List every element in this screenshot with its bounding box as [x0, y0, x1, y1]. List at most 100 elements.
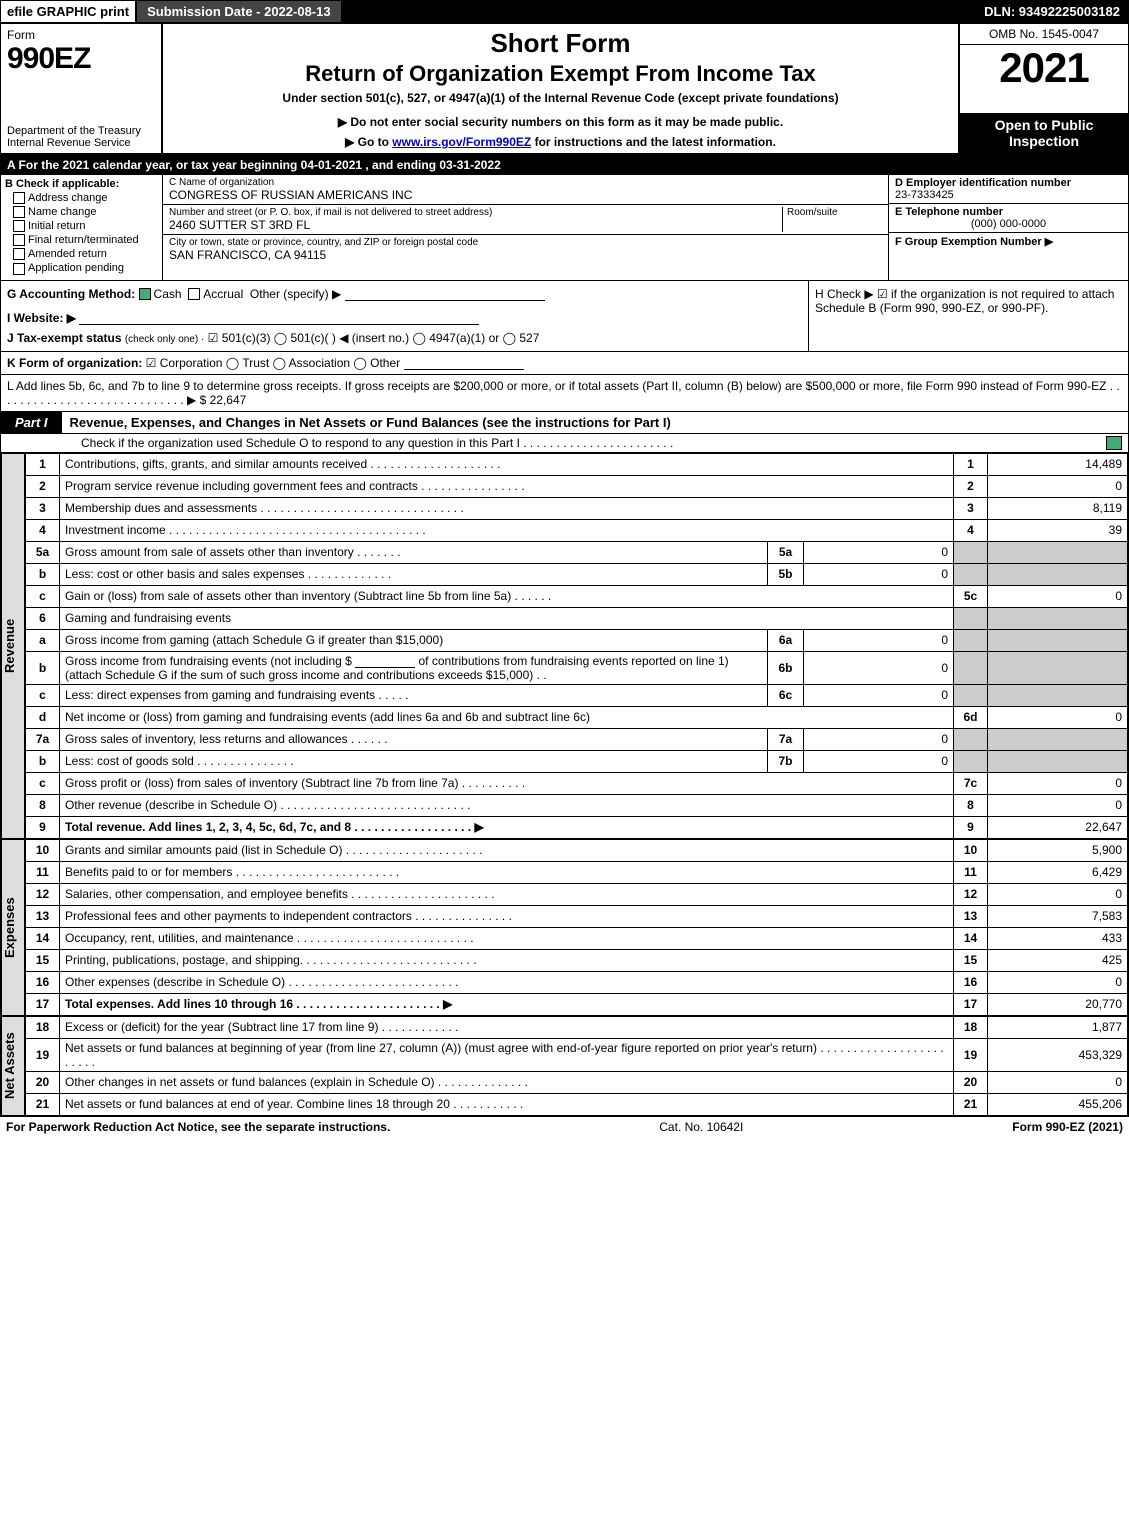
check-label: Amended return: [28, 248, 107, 260]
part1-subtitle-row: Check if the organization used Schedule …: [1, 434, 1128, 453]
grey-cell: [954, 684, 988, 706]
line-num: 14: [26, 927, 60, 949]
section-f: F Group Exemption Number ▶: [889, 233, 1128, 280]
section-h: H Check ▶ ☑ if the organization is not r…: [808, 281, 1128, 351]
part1-schedule-o-checkbox[interactable]: [1106, 436, 1122, 450]
topbar: efile GRAPHIC print Submission Date - 20…: [1, 1, 1128, 24]
check-amended-return[interactable]: Amended return: [13, 248, 158, 260]
expenses-vtab: Expenses: [1, 839, 25, 1016]
checkbox-icon: [13, 234, 25, 246]
sub-label: 6c: [768, 684, 804, 706]
line-num: 13: [26, 905, 60, 927]
line-desc: Excess or (deficit) for the year (Subtra…: [60, 1016, 954, 1038]
line-num: 5a: [26, 541, 60, 563]
do-not-enter: ▶ Do not enter social security numbers o…: [171, 115, 950, 129]
grey-cell: [988, 541, 1128, 563]
line-amt: 5,900: [988, 839, 1128, 861]
sub-value: 0: [804, 750, 954, 772]
line-col: 11: [954, 861, 988, 883]
line-num: 17: [26, 993, 60, 1015]
line-desc: Gross sales of inventory, less returns a…: [60, 728, 768, 750]
check-application-pending[interactable]: Application pending: [13, 262, 158, 274]
line-desc: Program service revenue including govern…: [60, 475, 954, 497]
line-6b: bGross income from fundraising events (n…: [26, 651, 1128, 684]
k-label: K Form of organization:: [7, 356, 142, 370]
line-amt: 39: [988, 519, 1128, 541]
line-amt: 8,119: [988, 497, 1128, 519]
city-label: City or town, state or province, country…: [169, 237, 882, 248]
efile-graphic-print[interactable]: efile GRAPHIC print: [1, 1, 137, 22]
line-14: 14Occupancy, rent, utilities, and mainte…: [26, 927, 1128, 949]
check-label: Address change: [28, 192, 108, 204]
grey-cell: [988, 750, 1128, 772]
line-12: 12Salaries, other compensation, and empl…: [26, 883, 1128, 905]
line-8: 8Other revenue (describe in Schedule O) …: [26, 794, 1128, 816]
netassets-table: 18Excess or (deficit) for the year (Subt…: [25, 1016, 1128, 1116]
revenue-vtab: Revenue: [1, 453, 25, 839]
line-desc: Occupancy, rent, utilities, and maintena…: [60, 927, 954, 949]
footer-left: For Paperwork Reduction Act Notice, see …: [6, 1120, 390, 1134]
tax-year: 2021: [960, 45, 1128, 93]
l-amount: 22,647: [210, 393, 247, 407]
g-other-field[interactable]: [345, 287, 545, 301]
line-col: 12: [954, 883, 988, 905]
grey-cell: [988, 563, 1128, 585]
line-15: 15Printing, publications, postage, and s…: [26, 949, 1128, 971]
f-label: F Group Exemption Number ▶: [895, 236, 1053, 248]
check-initial-return[interactable]: Initial return: [13, 220, 158, 232]
line-col: 7c: [954, 772, 988, 794]
k-other-field[interactable]: [404, 356, 524, 370]
line-desc: Grants and similar amounts paid (list in…: [60, 839, 954, 861]
line-num: 21: [26, 1093, 60, 1115]
website-field[interactable]: [79, 311, 479, 325]
line-desc: Less: cost or other basis and sales expe…: [60, 563, 768, 585]
j-note: (check only one) ·: [125, 334, 204, 345]
c-name-label: C Name of organization: [169, 177, 882, 188]
line-num: 19: [26, 1038, 60, 1071]
part1-label: Part I: [1, 412, 62, 433]
line-desc: Gross amount from sale of assets other t…: [60, 541, 768, 563]
city-value: SAN FRANCISCO, CA 94115: [169, 248, 882, 262]
i-label: I Website: ▶: [7, 311, 76, 325]
check-name-change[interactable]: Name change: [13, 206, 158, 218]
line-5c: cGain or (loss) from sale of assets othe…: [26, 585, 1128, 607]
line-num: c: [26, 684, 60, 706]
line-num: 9: [26, 816, 60, 838]
sub-value: 0: [804, 563, 954, 585]
checkbox-cash[interactable]: [139, 288, 151, 300]
line-num: 18: [26, 1016, 60, 1038]
footer-cat-no: Cat. No. 10642I: [659, 1120, 743, 1134]
line-20: 20Other changes in net assets or fund ba…: [26, 1071, 1128, 1093]
contrib-blank[interactable]: [355, 654, 415, 668]
line-11: 11Benefits paid to or for members . . . …: [26, 861, 1128, 883]
g-other: Other (specify) ▶: [250, 287, 341, 301]
check-address-change[interactable]: Address change: [13, 192, 158, 204]
short-form-title: Short Form: [171, 28, 950, 59]
line-num: b: [26, 750, 60, 772]
line-6a: aGross income from gaming (attach Schedu…: [26, 629, 1128, 651]
line-amt: 0: [988, 585, 1128, 607]
part1-title: Revenue, Expenses, and Changes in Net As…: [62, 412, 1128, 433]
g-cash: Cash: [154, 287, 182, 301]
line-num: c: [26, 585, 60, 607]
main-title: Return of Organization Exempt From Incom…: [171, 61, 950, 87]
line-desc: Net assets or fund balances at end of ye…: [60, 1093, 954, 1115]
line-col: 18: [954, 1016, 988, 1038]
checkbox-accrual[interactable]: [188, 288, 200, 300]
expenses-section: Expenses 10Grants and similar amounts pa…: [1, 839, 1128, 1016]
check-final-return[interactable]: Final return/terminated: [13, 234, 158, 246]
goto-link[interactable]: www.irs.gov/Form990EZ: [392, 135, 531, 149]
line-num: 2: [26, 475, 60, 497]
line-col: 17: [954, 993, 988, 1015]
line-amt: 0: [988, 971, 1128, 993]
line-num: 16: [26, 971, 60, 993]
line-amt: 0: [988, 475, 1128, 497]
g-label: G Accounting Method:: [7, 287, 135, 301]
form-container: efile GRAPHIC print Submission Date - 20…: [0, 0, 1129, 1117]
line-num: 3: [26, 497, 60, 519]
line-6d: dNet income or (loss) from gaming and fu…: [26, 706, 1128, 728]
grey-cell: [988, 728, 1128, 750]
line-amt: 453,329: [988, 1038, 1128, 1071]
e-label: E Telephone number: [895, 206, 1122, 218]
section-bcdef: B Check if applicable: Address change Na…: [1, 175, 1128, 281]
